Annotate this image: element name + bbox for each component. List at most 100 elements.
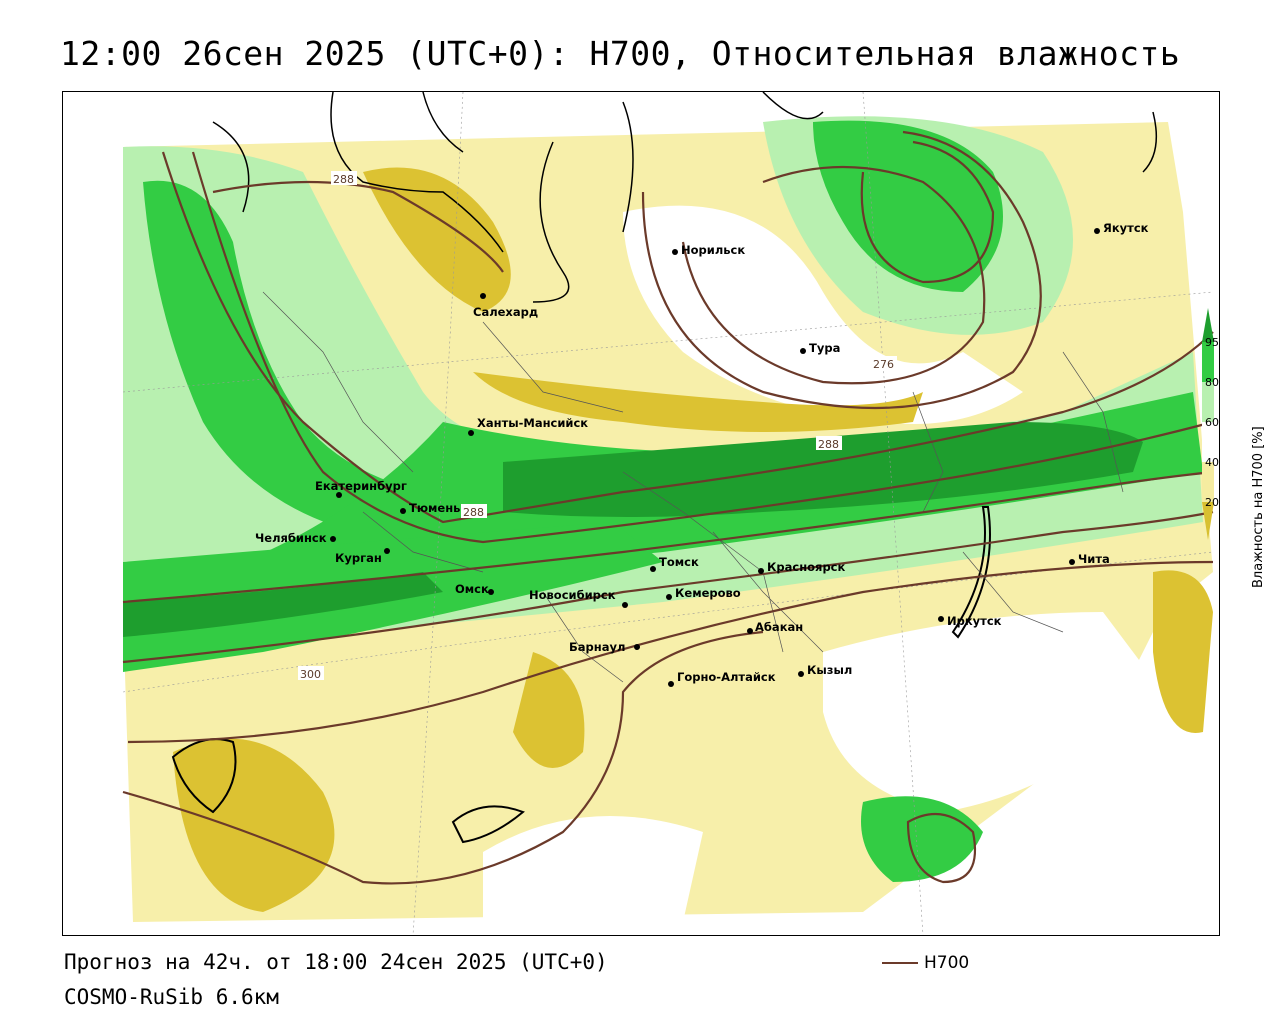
city-dot <box>330 536 336 542</box>
colorbar-segment-40 <box>1202 462 1214 502</box>
city-label: Тура <box>809 341 840 355</box>
page-title: 12:00 26сен 2025 (UTC+0): H700, Относите… <box>60 34 1181 73</box>
colorbar-segment-60 <box>1202 422 1214 462</box>
very-dry-region <box>513 652 585 768</box>
city-label: Норильск <box>681 243 745 257</box>
isoline <box>122 470 1214 604</box>
city-dot <box>336 492 342 498</box>
city-dot <box>1069 559 1075 565</box>
isoline-label-box <box>816 436 842 450</box>
colorbar-bottom-arrow <box>1202 502 1214 540</box>
contour-legend-label: H700 <box>924 953 970 973</box>
very-dry-region <box>473 372 923 432</box>
city-dot <box>747 628 753 634</box>
map-canvas: 288 276 288 288 300 Салехард Норильск Ту… <box>122 92 1214 935</box>
isoline-label: 300 <box>300 668 321 681</box>
colorbar-segment-80 <box>1202 382 1214 422</box>
city-markers: Салехард Норильск Тура Якутск Ханты-Манс… <box>255 221 1149 687</box>
lake-baikal <box>951 506 991 639</box>
city-label: Абакан <box>755 620 803 634</box>
isoline <box>161 151 1214 524</box>
city-label: Ханты-Мансийск <box>477 416 588 430</box>
city-dot <box>1094 228 1100 234</box>
city-dot <box>758 568 764 574</box>
city-label: Омск <box>455 582 489 596</box>
very-dry-region <box>363 167 511 312</box>
city-dot <box>468 430 474 436</box>
city-label: Курган <box>335 551 382 565</box>
isoline-label-box <box>298 666 324 680</box>
city-dot <box>672 249 678 255</box>
isoline-label: 288 <box>333 173 354 186</box>
very-dry-region <box>1153 570 1213 733</box>
isoline <box>212 180 504 273</box>
isoline <box>681 165 986 385</box>
isoline <box>860 140 995 284</box>
city-dot <box>668 681 674 687</box>
very-dry-region <box>173 738 335 912</box>
contour-legend: H700 <box>882 953 969 973</box>
city-label: Екатеринбург <box>315 479 407 493</box>
isoline-label: 288 <box>463 506 484 519</box>
isoline-label: 276 <box>873 358 894 371</box>
colorbar-top-arrow <box>1202 308 1214 342</box>
very-moist-band <box>503 422 1143 517</box>
city-dot <box>666 594 672 600</box>
city-dot <box>622 602 628 608</box>
city-dot <box>650 566 656 572</box>
colorbar-tick: 40 <box>1205 456 1219 469</box>
city-label: Кемерово <box>675 586 741 600</box>
city-label: Кызыл <box>807 663 852 677</box>
model-info: COSMO-RuSib 6.6км <box>64 985 279 1009</box>
humidity-colorbar: 95 80 60 40 20 Влажность на H700 [%] <box>1202 308 1266 588</box>
h700-isolines <box>122 130 1214 885</box>
moist-region <box>143 180 423 542</box>
dry-region <box>823 612 1163 812</box>
city-dot <box>488 589 494 595</box>
city-label: Горно-Алтайск <box>677 670 776 684</box>
moist-region <box>813 120 1003 292</box>
isoline-label-box <box>461 504 487 518</box>
colorbar-segment-95 <box>1202 342 1214 382</box>
city-label: Челябинск <box>255 531 327 545</box>
forecast-info: Прогноз на 42ч. от 18:00 24сен 2025 (UTC… <box>64 950 608 974</box>
dry-region <box>483 816 703 922</box>
coastline <box>451 805 525 844</box>
admin-boundaries <box>262 291 1124 683</box>
city-label: Красноярск <box>767 560 845 574</box>
colorbar-title: Влажность на H700 [%] <box>1251 426 1266 588</box>
isoline <box>641 130 1042 410</box>
city-dot <box>800 348 806 354</box>
city-label: Барнаул <box>569 640 625 654</box>
isoline <box>127 560 1214 744</box>
city-label: Салехард <box>473 305 538 319</box>
colorbar-tick: 20 <box>1205 496 1219 509</box>
isoline <box>122 630 764 885</box>
isoline-label-box <box>871 356 897 370</box>
colorbar-tick: 95 <box>1205 336 1219 349</box>
city-label: Чита <box>1078 552 1110 566</box>
city-dot <box>480 293 486 299</box>
colorbar-tick: 80 <box>1205 376 1219 389</box>
isoline-label-box <box>331 171 357 185</box>
contour-legend-line <box>882 962 918 964</box>
city-label: Томск <box>659 555 699 569</box>
isoline-label: 288 <box>818 438 839 451</box>
city-dot <box>634 644 640 650</box>
colorbar-tick: 60 <box>1205 416 1219 429</box>
city-dot <box>400 508 406 514</box>
city-dot <box>384 548 390 554</box>
city-label: Иркутск <box>947 614 1002 628</box>
city-dot <box>938 616 944 622</box>
city-label: Якутск <box>1103 221 1149 235</box>
very-moist-band <box>123 572 443 637</box>
coastline <box>212 92 1158 303</box>
city-label: Тюмень <box>409 501 460 515</box>
weather-map: 288 276 288 288 300 Салехард Норильск Ту… <box>62 91 1220 936</box>
city-label: Новосибирск <box>529 588 616 602</box>
isoline <box>122 510 1214 664</box>
isoline <box>906 812 977 884</box>
city-dot <box>798 671 804 677</box>
isoline <box>191 151 1214 544</box>
